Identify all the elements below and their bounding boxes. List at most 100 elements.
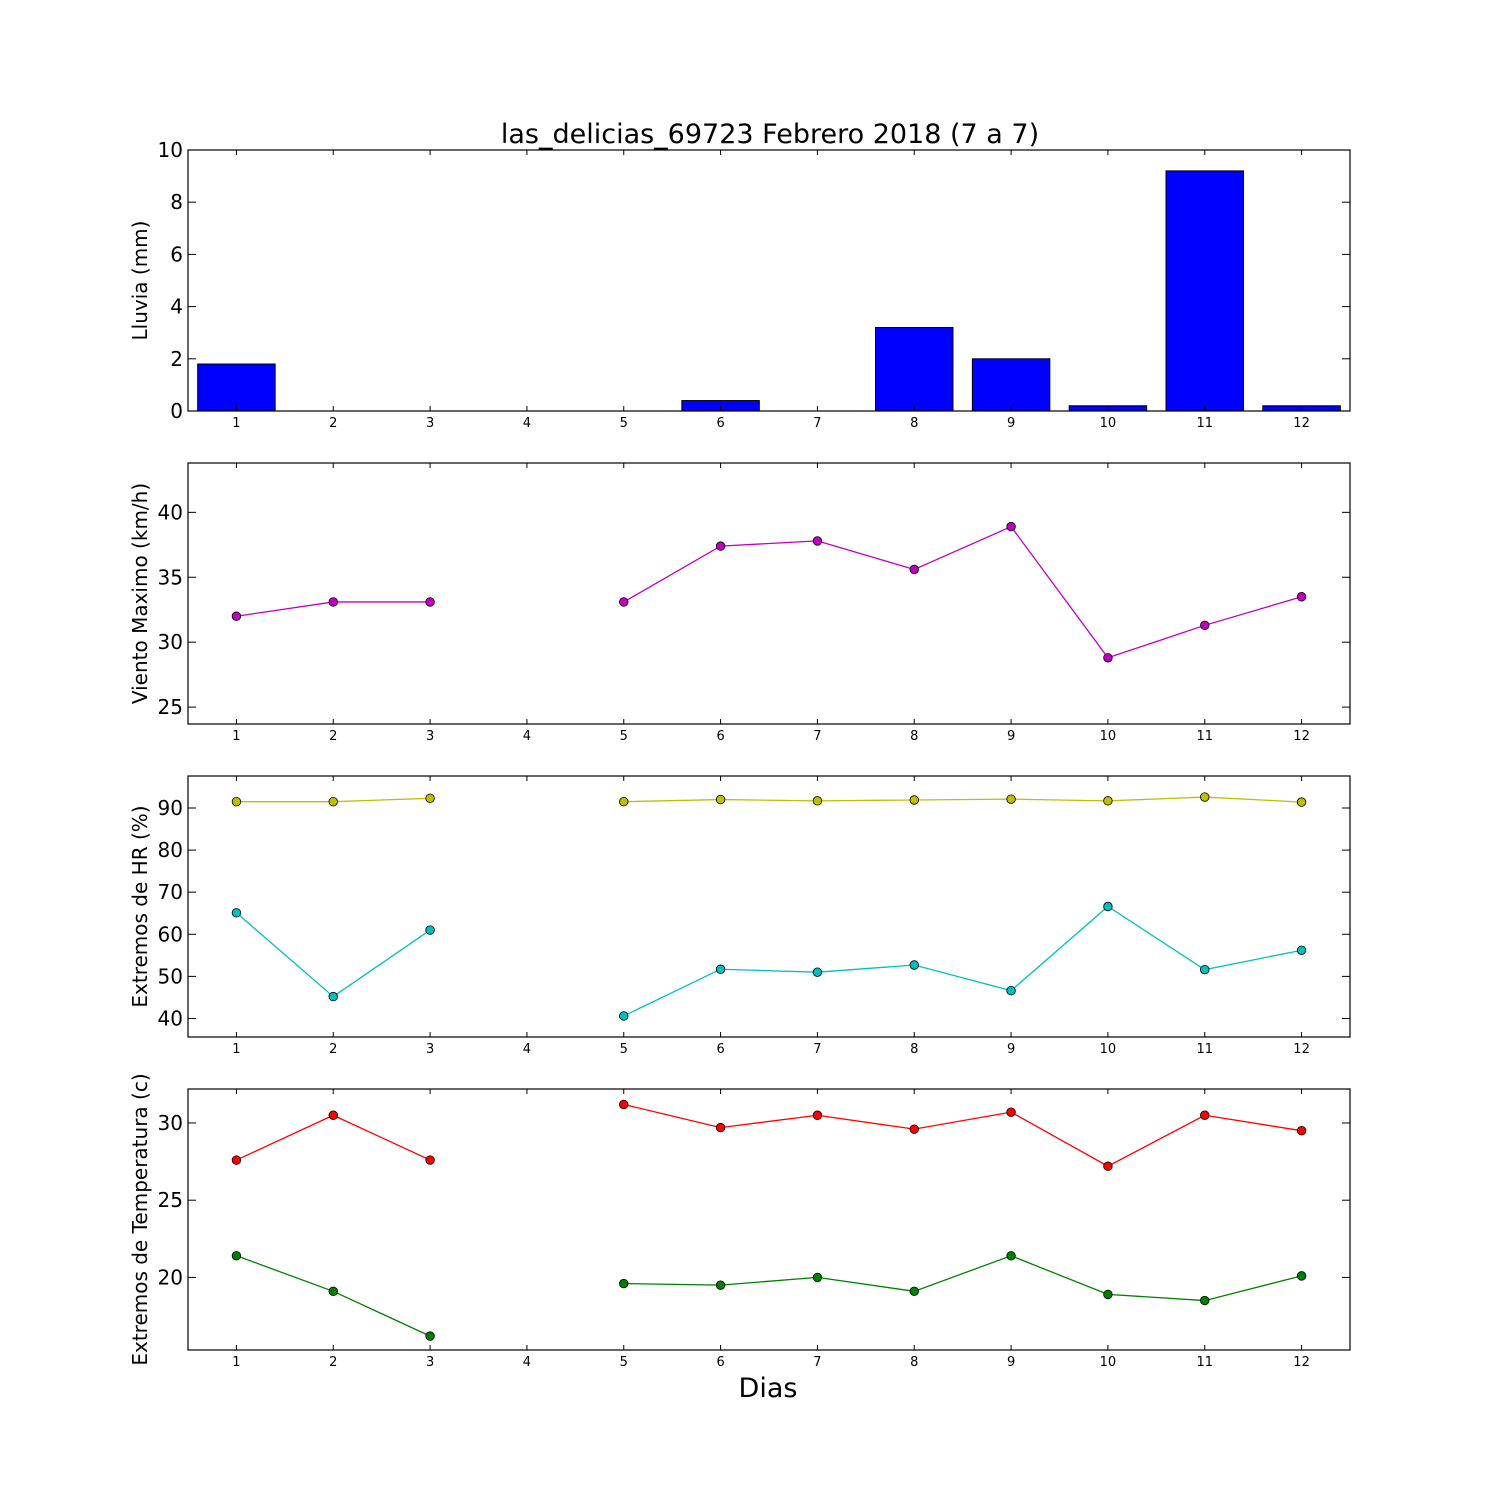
x-tick-label: 6 — [716, 729, 724, 744]
axes-frame — [187, 775, 1351, 1038]
hr-max-point-day-3 — [425, 793, 435, 804]
y-tick-label: 10 — [158, 138, 183, 162]
wind-point-day-6 — [715, 541, 726, 551]
wind-point-day-5 — [619, 597, 629, 607]
x-tick-label: 12 — [1293, 1355, 1310, 1370]
x-tick-label: 3 — [426, 729, 434, 744]
x-tick-label: 10 — [1100, 729, 1117, 744]
x-tick-label: 7 — [813, 1042, 821, 1057]
temp-min-point-day-1 — [231, 1251, 242, 1261]
x-axis-label: Dias — [739, 1373, 798, 1404]
x-tick-label: 2 — [329, 416, 337, 431]
y-tick-label: 25 — [158, 695, 183, 719]
x-tick-label: 4 — [523, 729, 531, 744]
hr-max-point-day-9 — [1006, 794, 1016, 804]
hr-min-point-day-11 — [1200, 964, 1210, 975]
hr-min-point-day-6 — [715, 964, 726, 974]
hr-max-point-day-8 — [909, 795, 919, 805]
y-tick-label: 6 — [170, 242, 183, 266]
temp-min-point-day-3 — [425, 1331, 435, 1341]
x-tick-label: 12 — [1293, 729, 1310, 744]
y-tick-label: 20 — [158, 1265, 183, 1289]
y-tick-label: 40 — [158, 1006, 183, 1030]
y-axis-label: Lluvia (mm) — [128, 221, 152, 341]
x-tick-label: 11 — [1196, 1042, 1213, 1057]
x-tick-label: 8 — [910, 416, 918, 431]
temp-min-point-day-11 — [1200, 1295, 1210, 1306]
y-tick-label: 4 — [170, 295, 183, 319]
y-tick-label: 30 — [158, 1111, 183, 1135]
hr-max-point-day-7 — [812, 796, 823, 806]
hr-min-point-day-8 — [909, 960, 919, 970]
hr-max-point-day-6 — [715, 794, 726, 805]
temp-min-point-day-5 — [619, 1278, 629, 1289]
hr-min-point-day-1 — [231, 908, 242, 918]
y-tick-label: 80 — [158, 838, 183, 862]
y-tick-label: 90 — [158, 796, 183, 820]
y-tick-label: 60 — [158, 922, 183, 946]
x-tick-label: 10 — [1100, 1042, 1117, 1057]
x-tick-label: 11 — [1196, 416, 1213, 431]
hr-max-point-day-1 — [231, 796, 242, 807]
hr-max-point-day-5 — [619, 796, 629, 807]
temp-max-point-day-8 — [909, 1124, 919, 1134]
hr-min-point-day-10 — [1103, 901, 1113, 912]
x-tick-label: 6 — [716, 416, 724, 431]
axes-frame — [187, 1088, 1351, 1351]
x-tick-label: 10 — [1100, 416, 1117, 431]
temp-min-point-day-10 — [1103, 1289, 1113, 1300]
x-tick-label: 7 — [813, 416, 821, 431]
temp-max-point-day-9 — [1006, 1107, 1016, 1117]
wind-point-day-10 — [1103, 653, 1113, 663]
x-tick-label: 2 — [329, 1355, 337, 1370]
bar-day-1 — [197, 363, 276, 412]
y-tick-label: 30 — [158, 630, 183, 654]
temp-max-point-day-10 — [1103, 1161, 1113, 1171]
x-tick-label: 1 — [232, 1355, 240, 1370]
wind-point-day-12 — [1296, 592, 1307, 602]
temp-min-point-day-12 — [1296, 1271, 1307, 1281]
y-axis-label: Extremos de HR (%) — [128, 805, 152, 1007]
temp-min-line-segment-2 — [623, 1255, 1302, 1302]
wind-point-day-7 — [812, 536, 823, 546]
temp-max-point-day-5 — [619, 1099, 629, 1110]
x-tick-label: 4 — [523, 1355, 531, 1370]
temp-max-point-day-3 — [425, 1155, 435, 1165]
wind-point-day-9 — [1006, 521, 1016, 532]
x-tick-label: 2 — [329, 729, 337, 744]
x-tick-label: 11 — [1196, 729, 1213, 744]
temp-max-point-day-2 — [328, 1110, 338, 1120]
bar-day-11 — [1165, 170, 1244, 412]
x-tick-label: 12 — [1293, 1042, 1310, 1057]
wind-point-day-8 — [909, 564, 919, 575]
x-tick-label: 9 — [1007, 416, 1015, 431]
hr-min-point-day-7 — [812, 967, 823, 977]
hr-min-point-day-9 — [1006, 985, 1016, 996]
y-tick-label: 35 — [158, 565, 183, 589]
x-tick-label: 8 — [910, 1355, 918, 1370]
x-tick-label: 1 — [232, 416, 240, 431]
temp-max-point-day-6 — [715, 1122, 726, 1133]
wind-point-day-11 — [1200, 620, 1210, 631]
x-tick-label: 10 — [1100, 1355, 1117, 1370]
y-tick-label: 8 — [170, 190, 183, 214]
temp-min-point-day-2 — [328, 1286, 338, 1297]
x-tick-label: 2 — [329, 1042, 337, 1057]
y-tick-label: 40 — [158, 500, 183, 524]
hr-max-point-day-10 — [1103, 796, 1113, 806]
hr-min-line-segment-2 — [623, 905, 1302, 1017]
hr-min-point-day-5 — [619, 1011, 629, 1021]
hr-max-point-day-11 — [1200, 792, 1210, 802]
temp-min-point-day-8 — [909, 1286, 919, 1297]
y-tick-label: 0 — [170, 399, 183, 423]
x-tick-label: 8 — [910, 1042, 918, 1057]
y-axis-label: Viento Maximo (km/h) — [128, 483, 152, 704]
axes-frame — [187, 149, 1351, 412]
hr-min-point-day-3 — [425, 925, 435, 935]
x-tick-label: 1 — [232, 1042, 240, 1057]
